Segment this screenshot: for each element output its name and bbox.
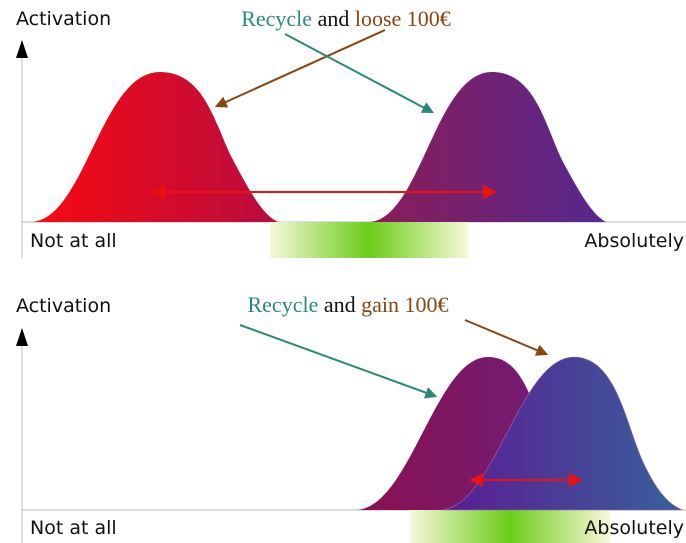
distribution [30, 72, 278, 222]
axis-arrow [16, 40, 28, 58]
axis-arrow [16, 328, 28, 346]
caption: Recycle and gain 100€ [247, 292, 448, 317]
panel: Activation Recycle and loose 100€ Not at… [16, 6, 686, 258]
overlap-zone [410, 510, 610, 543]
panel: Activation Recycle and gain 100€ Not at … [16, 292, 686, 543]
caption-subject: Recycle [241, 6, 312, 31]
caption-joiner: and [318, 6, 350, 31]
caption: Recycle and loose 100€ [241, 6, 451, 31]
pointer-arrow [214, 29, 386, 108]
caption-subject: Recycle [247, 292, 318, 317]
pointer-arrow [239, 324, 438, 399]
y-label: Activation [16, 295, 111, 317]
pointer-arrow [284, 33, 435, 114]
caption-money: loose 100€ [355, 6, 451, 31]
distribution [441, 356, 684, 511]
x-left-label: Not at all [30, 230, 117, 252]
overlap-zone [270, 222, 468, 258]
pointer-arrow [464, 319, 549, 356]
distribution [368, 72, 606, 222]
x-left-label: Not at all [30, 517, 117, 539]
x-right-label: Absolutely [584, 517, 684, 539]
x-right-label: Absolutely [584, 230, 684, 252]
y-label: Activation [16, 8, 111, 30]
caption-joiner: and [324, 292, 356, 317]
caption-money: gain 100€ [361, 292, 448, 317]
